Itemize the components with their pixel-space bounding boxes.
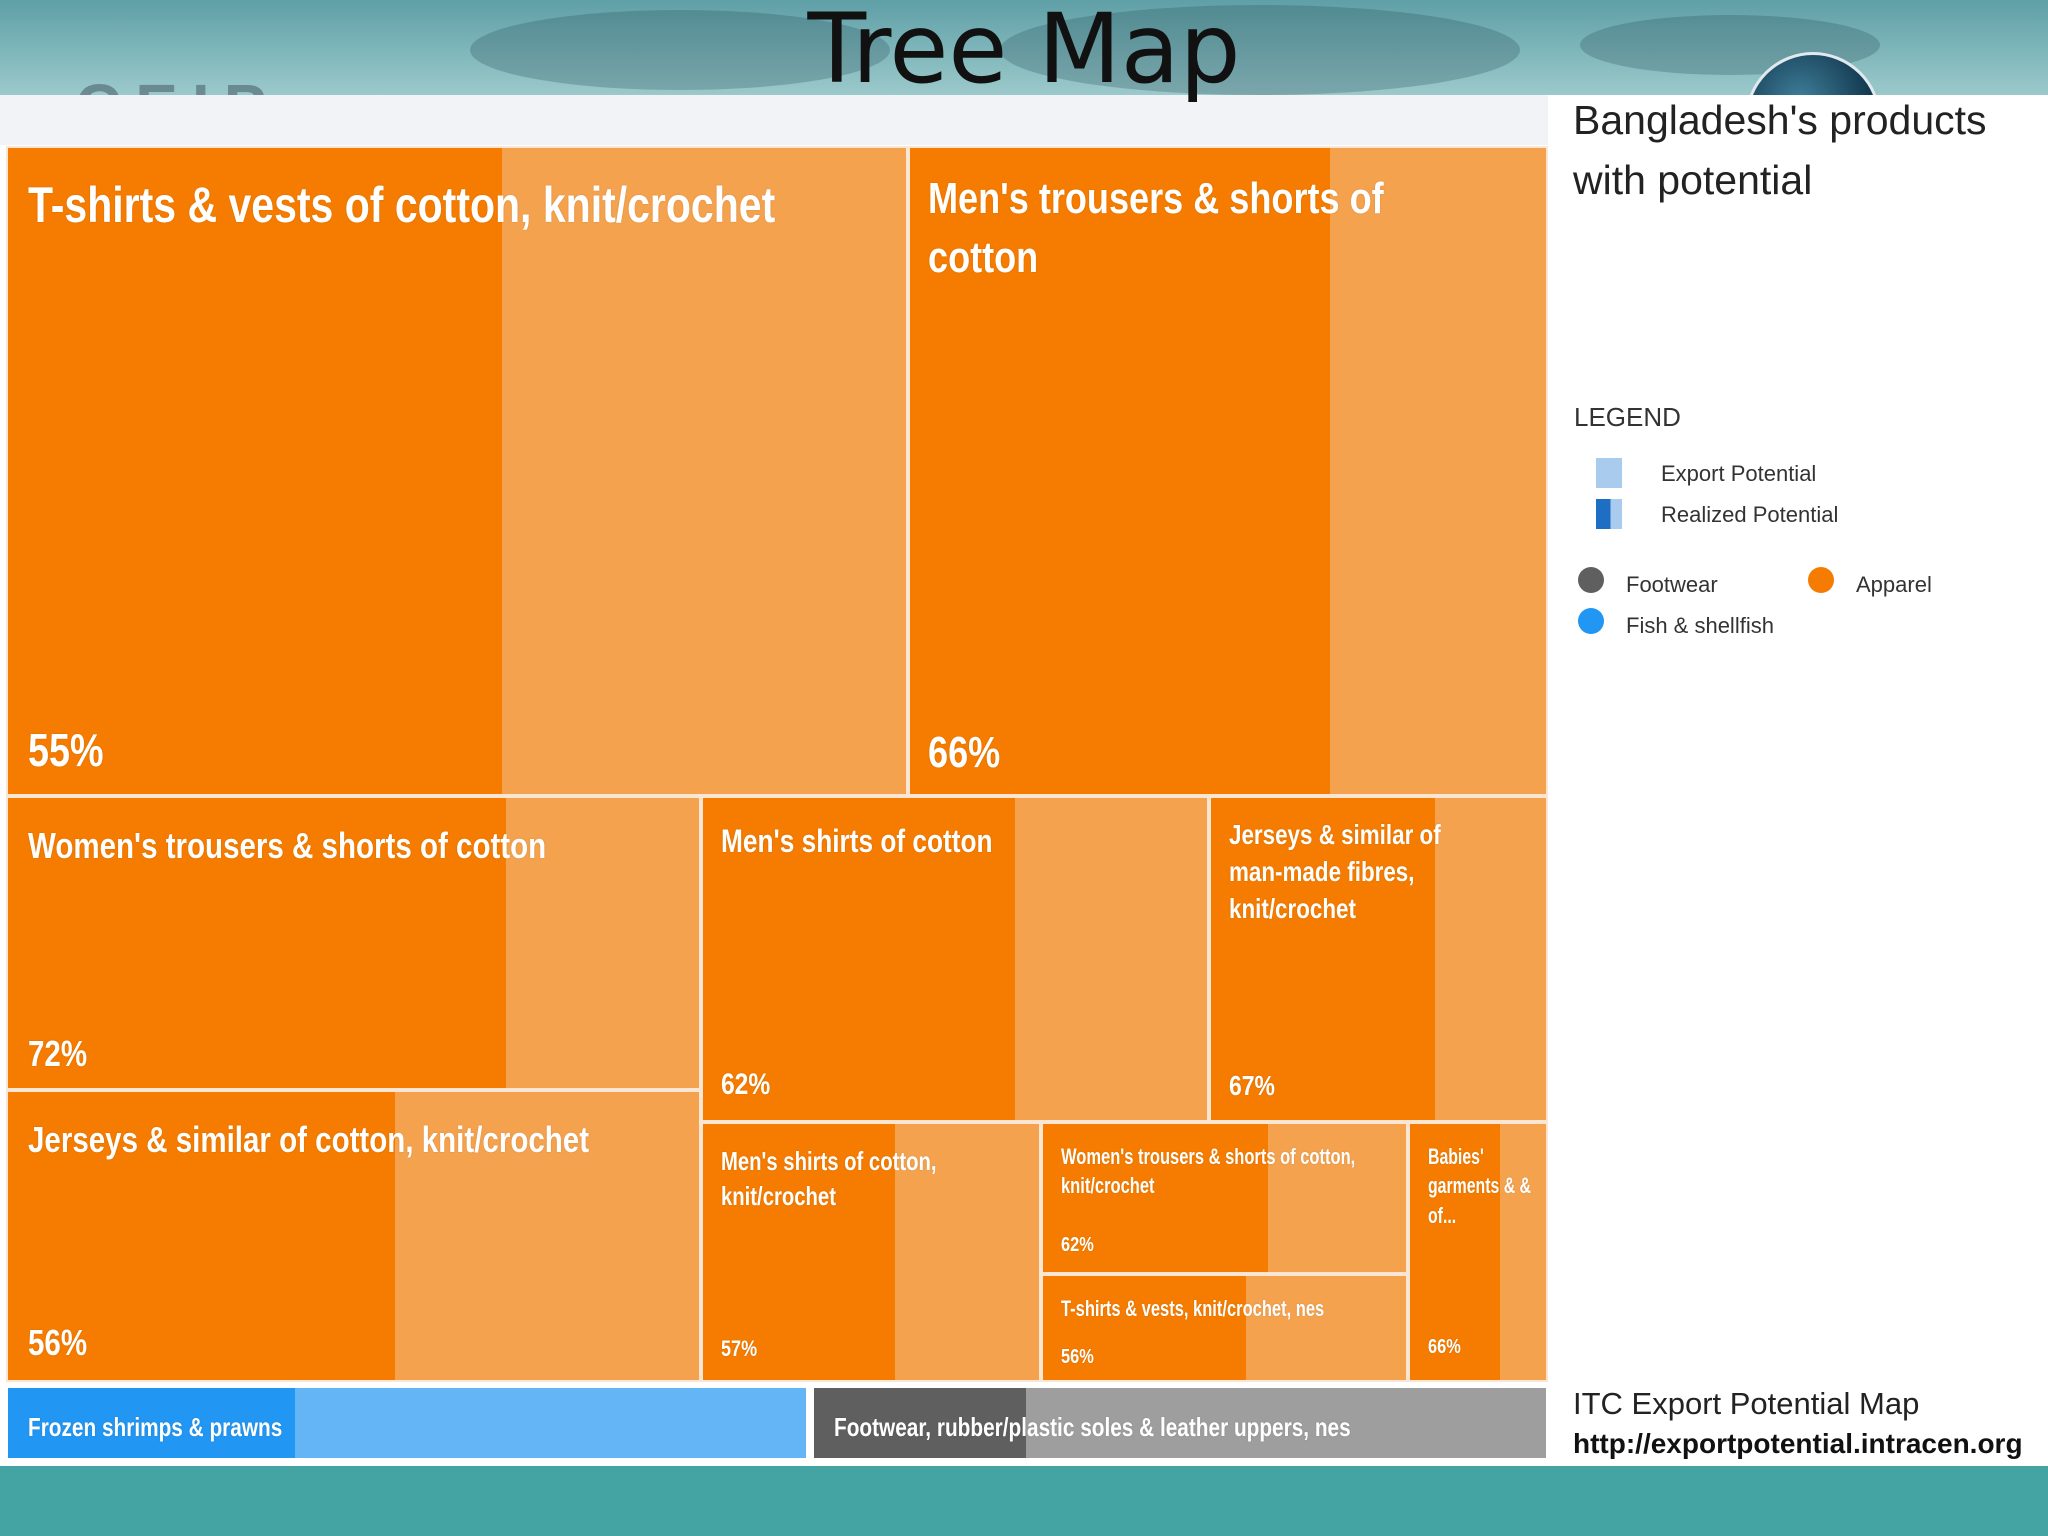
tile-label: T-shirts & vests, knit/crochet, nes — [1061, 1296, 1325, 1321]
legend-label-export-potential: Export Potential — [1661, 461, 1817, 486]
tile-realized-percent: 62% — [721, 1068, 771, 1101]
treemap-tile-babies-garments-of[interactable]: Babies' garments & & of... 66% — [1408, 1122, 1548, 1382]
realized-potential-bar — [910, 148, 1330, 794]
realized-potential-bar — [703, 798, 1016, 1120]
realized-potential-swatch-icon — [1596, 499, 1622, 529]
treemap-tile-men-s-shirts-of-cotton[interactable]: Men's shirts of cotton 62% — [701, 796, 1209, 1122]
tile-label: Jerseys & similar of man-made fibres, kn… — [1229, 819, 1441, 925]
tile-label: Women's trousers & shorts of cotton — [28, 825, 547, 866]
chart-title: Bangladesh's products with potential — [1573, 97, 1987, 203]
treemap-tile-women-s-trousers-shorts-of-cotton[interactable]: Women's trousers & shorts of cotton 72% — [6, 796, 701, 1090]
treemap-tile-women-s-trousers-shorts-of-cotton-knit-crochet[interactable]: Women's trousers & shorts of cotton, kni… — [1041, 1122, 1408, 1274]
fish-dot-icon — [1578, 608, 1604, 634]
world-map-decoration — [1000, 5, 1520, 95]
tile-label: Babies' garments & & of... — [1428, 1144, 1531, 1228]
realized-potential-bar — [703, 1124, 895, 1380]
treemap-tile-jerseys-similar-of-man-made-fibres-knit-crochet[interactable]: Jerseys & similar of man-made fibres, kn… — [1209, 796, 1548, 1122]
realized-potential-bar — [1211, 798, 1436, 1120]
realized-potential-bar — [1043, 1276, 1247, 1380]
tile-label: Men's shirts of cotton — [721, 823, 993, 859]
export-potential-swatch-icon — [1596, 458, 1622, 488]
realized-potential-bar — [8, 1388, 296, 1458]
treemap-tile-men-s-shirts-of-cotton-knit-crochet[interactable]: Men's shirts of cotton, knit/crochet 57% — [701, 1122, 1041, 1382]
footwear-dot-icon — [1578, 567, 1604, 593]
chart-header-strip — [0, 95, 1548, 145]
tile-realized-percent: 72% — [28, 1033, 88, 1074]
treemap-tile-t-shirts-vests-knit-crochet-nes[interactable]: T-shirts & vests, knit/crochet, nes 56% — [1041, 1274, 1408, 1382]
treemap-tile-frozen-shrimps-prawns[interactable]: Frozen shrimps & prawns — [6, 1386, 808, 1460]
tile-label: Frozen shrimps & prawns — [28, 1412, 283, 1442]
tile-realized-percent: 62% — [1061, 1234, 1094, 1256]
legend-heading: LEGEND — [1574, 402, 1681, 432]
realized-potential-bar — [8, 148, 502, 794]
apparel-dot-icon — [1808, 567, 1834, 593]
realized-potential-bar — [8, 1092, 395, 1380]
legend-label-realized-potential: Realized Potential — [1661, 502, 1839, 527]
realized-potential-bar — [814, 1388, 1027, 1458]
treemap-tile-jerseys-similar-of-cotton-knit-crochet[interactable]: Jerseys & similar of cotton, knit/croche… — [6, 1090, 701, 1382]
tile-realized-percent: 66% — [928, 728, 1001, 777]
slide-title: Tree Map — [807, 0, 1241, 105]
tile-realized-percent: 56% — [1061, 1346, 1094, 1368]
tile-label: Women's trousers & shorts of cotton, kni… — [1061, 1144, 1356, 1199]
tile-label: Men's trousers & shorts of cotton — [928, 174, 1384, 282]
header-banner: CEIP — [0, 0, 2048, 95]
realized-potential-bar — [1410, 1124, 1500, 1380]
tile-label: Footwear, rubber/plastic soles & leather… — [834, 1412, 1351, 1442]
footer-band — [0, 1466, 2048, 1536]
tile-label: T-shirts & vests of cotton, knit/crochet — [28, 177, 776, 233]
treemap-tile-men-s-trousers-shorts-of-cotton[interactable]: Men's trousers & shorts of cotton 66% — [908, 146, 1548, 796]
tile-realized-percent: 57% — [721, 1336, 758, 1361]
tile-realized-percent: 56% — [28, 1322, 88, 1363]
source-name: ITC Export Potential Map — [1573, 1386, 1920, 1421]
treemap-chart: T-shirts & vests of cotton, knit/crochet… — [6, 146, 1548, 1460]
tile-realized-percent: 66% — [1428, 1336, 1461, 1358]
treemap-tile-footwear-rubber-plastic-soles-leather-uppers-nes[interactable]: Footwear, rubber/plastic soles & leather… — [812, 1386, 1548, 1460]
legend-label-apparel: Apparel — [1856, 572, 1932, 597]
legend-label-fish-shellfish: Fish & shellfish — [1626, 613, 1774, 638]
organization-logo: CEIP — [75, 70, 280, 95]
realized-potential-bar — [8, 798, 506, 1088]
tile-realized-percent: 67% — [1229, 1070, 1275, 1101]
realized-potential-bar — [1043, 1124, 1269, 1272]
world-map-decoration — [470, 10, 890, 90]
legend-label-footwear: Footwear — [1626, 572, 1718, 597]
tile-label: Men's shirts of cotton, knit/crochet — [721, 1146, 937, 1211]
source-url-link[interactable]: http://exportpotential.intracen.org — [1573, 1428, 2023, 1459]
tile-realized-percent: 55% — [28, 724, 104, 776]
treemap-tile-t-shirts-vests-of-cotton-knit-crochet[interactable]: T-shirts & vests of cotton, knit/crochet… — [6, 146, 908, 796]
tile-label: Jerseys & similar of cotton, knit/croche… — [28, 1119, 590, 1160]
